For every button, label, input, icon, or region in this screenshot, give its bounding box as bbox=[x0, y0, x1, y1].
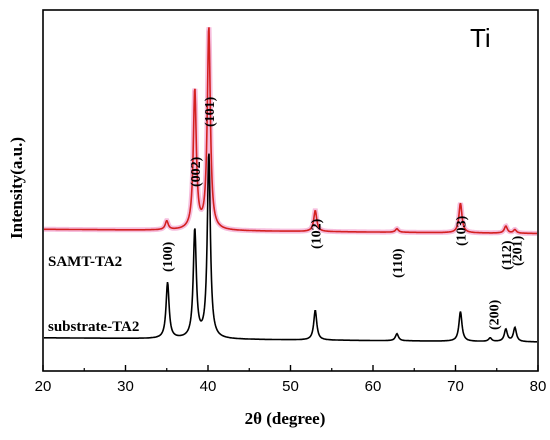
x-tick-label: 50 bbox=[282, 378, 299, 395]
peak-label: (101) bbox=[203, 96, 218, 127]
x-axis-ticks: 20 30 40 50 60 70 80 bbox=[35, 365, 547, 395]
series-halo bbox=[44, 27, 537, 236]
x-tick-label: 20 bbox=[35, 378, 52, 395]
x-tick-label: 40 bbox=[200, 378, 217, 395]
peak-label: (102) bbox=[309, 218, 324, 249]
element-annotation: Ti bbox=[470, 23, 491, 53]
y-axis-title: Intensity(a.u.) bbox=[7, 137, 26, 239]
peak-label: (201) bbox=[511, 235, 526, 266]
peak-label: (110) bbox=[391, 248, 406, 278]
peak-labels: (100) (002) (101) (102) (110) (103) (112)(201)… bbox=[161, 96, 526, 330]
peak-label: (002) bbox=[189, 156, 204, 187]
x-tick-label: 30 bbox=[117, 378, 134, 395]
x-tick-label: 70 bbox=[447, 378, 464, 395]
peak-label: (100) bbox=[161, 241, 176, 272]
series-label: SAMT-TA2 bbox=[48, 254, 122, 270]
x-tick-label: 80 bbox=[530, 378, 547, 395]
plot-frame bbox=[42, 9, 539, 372]
peak-label: (200) bbox=[487, 299, 502, 330]
peak-label: (112) bbox=[500, 240, 515, 270]
series-line bbox=[44, 27, 537, 235]
series-label: substrate-TA2 bbox=[48, 319, 139, 335]
plot-border bbox=[42, 9, 539, 372]
series-layer bbox=[44, 27, 537, 343]
x-axis-title: 2θ (degree) bbox=[245, 409, 326, 428]
peak-label: (103) bbox=[454, 215, 469, 246]
series-labels: SAMT-TA2 substrate-TA2 bbox=[48, 254, 139, 335]
x-tick-label: 60 bbox=[365, 378, 382, 395]
series-line bbox=[44, 153, 537, 343]
